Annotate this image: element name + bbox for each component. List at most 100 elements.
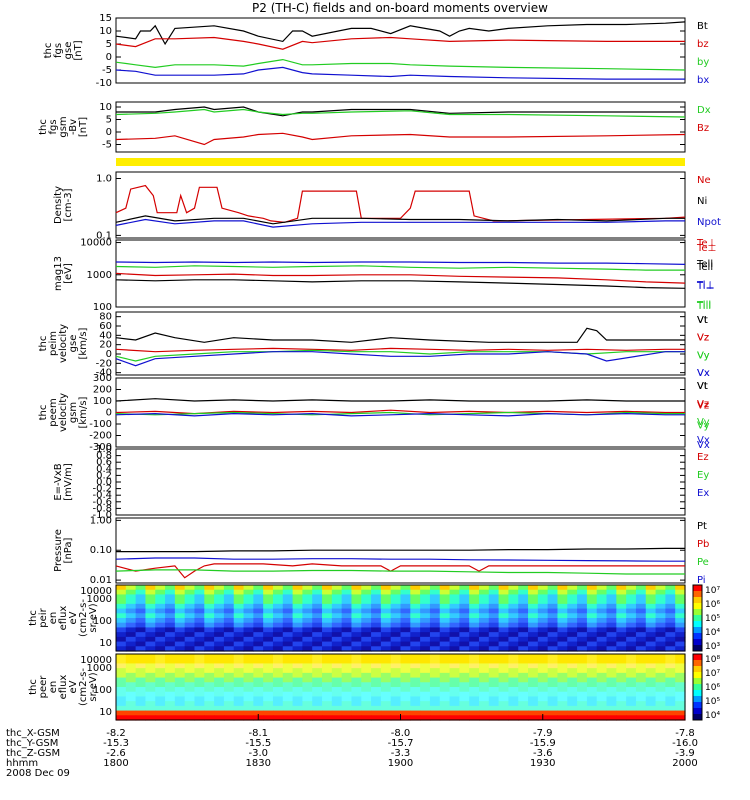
heatmap-cell [174,594,186,600]
heatmap-cell [243,603,254,610]
heatmap-cell [253,646,264,652]
heatmap-cell [263,677,274,683]
heatmap-cell [675,658,686,665]
series-bt [115,21,686,46]
heatmap-cell [272,696,284,702]
heatmap-cell [322,715,333,721]
heatmap-cell [214,687,225,693]
heatmap-cell [616,705,627,712]
heatmap-cell [135,705,147,712]
y-axis-label: [km/s] [78,396,89,428]
heatmap-cell [253,585,264,591]
heatmap-cell [214,701,225,707]
heatmap-cell [380,696,392,702]
heatmap-cell [635,585,647,591]
heatmap-cell [272,599,284,605]
heatmap-cell [675,701,686,707]
heatmap-cell [508,618,519,624]
y-tick-label: -0.8 [92,503,112,514]
heatmap-cell [518,618,529,624]
heatmap-cell [214,658,225,665]
y-axis-label: eV [68,680,79,693]
heatmap-cell [223,636,235,643]
heatmap-cell [626,658,637,665]
heatmap-cell [341,658,353,665]
heatmap-cell [577,603,588,610]
heatmap-cell [655,691,666,698]
y-tick-label: 1000 [87,663,112,674]
y-axis-label: E=-VxB [53,463,64,500]
legend-entry: Vt [697,315,708,326]
heatmap-cell [596,646,608,652]
heatmap-cell [243,705,254,712]
heatmap-cell [655,701,666,707]
y-tick-label: -300 [89,442,112,453]
heatmap-cell [547,622,559,629]
colorbar-label: 10⁴ [705,711,720,721]
heatmap-cell [547,608,559,614]
x-axis-value: -8.0 [391,728,411,739]
heatmap-cell [420,608,431,614]
heatmap-cell [675,646,686,652]
heatmap-cell [557,646,568,652]
heatmap-cell [116,603,127,610]
heatmap-cell [635,636,647,643]
heatmap-cell [478,682,490,688]
heatmap-cell [635,668,647,674]
heatmap-cell [547,646,559,652]
heatmap-cell [537,654,549,660]
heatmap-cell [174,622,186,629]
heatmap-cell [292,654,303,660]
heatmap-cell [263,691,274,698]
heatmap-cell [498,672,510,679]
heatmap-cell [459,672,470,679]
heatmap-cell [429,622,441,629]
heatmap-cell [478,627,490,633]
heatmap-cell [400,654,411,660]
heatmap-cell [341,613,353,619]
heatmap-cell [645,696,657,702]
heatmap-cell [449,594,460,600]
heatmap-cell [371,608,382,614]
heatmap-cell [380,687,392,693]
heatmap-cell [233,641,245,647]
legend-entry: Ti⊥ [696,280,714,291]
heatmap-cell [361,672,372,679]
heatmap-cell [586,677,598,683]
x-axis-value: -3.6 [533,748,553,759]
heatmap-cell [400,622,411,629]
heatmap-cell [302,646,313,652]
heatmap-cell [577,646,588,652]
colorbar-frame [692,653,703,721]
heatmap-cell [125,696,137,702]
colorbar-label: 10⁸ [705,655,720,665]
heatmap-cell [488,585,500,591]
heatmap-cell [243,608,254,614]
y-tick-label: -5 [102,140,112,151]
heatmap-cell [331,641,343,647]
heatmap-cell [665,622,676,629]
heatmap-cell [410,632,421,638]
heatmap-cell [537,585,549,591]
heatmap-cell [155,589,166,596]
heatmap-cell [606,641,617,647]
heatmap-cell [302,632,313,638]
heatmap-cell [214,632,225,638]
heatmap-cell [312,608,323,614]
colorbar-segment [693,702,702,709]
heatmap-cell [272,682,284,688]
heatmap-cell [282,608,294,614]
panel-frame [115,239,686,308]
heatmap-cell [155,641,166,647]
heatmap-cell [449,672,460,679]
heatmap-cell [322,589,333,596]
heatmap-cell [223,641,235,647]
heatmap-cell [341,663,353,669]
heatmap-cell [135,691,147,698]
heatmap-cell [331,672,343,679]
heatmap-cell [567,687,578,693]
heatmap-cell [371,663,382,669]
heatmap-cell [312,668,323,674]
heatmap-cell [214,710,225,716]
